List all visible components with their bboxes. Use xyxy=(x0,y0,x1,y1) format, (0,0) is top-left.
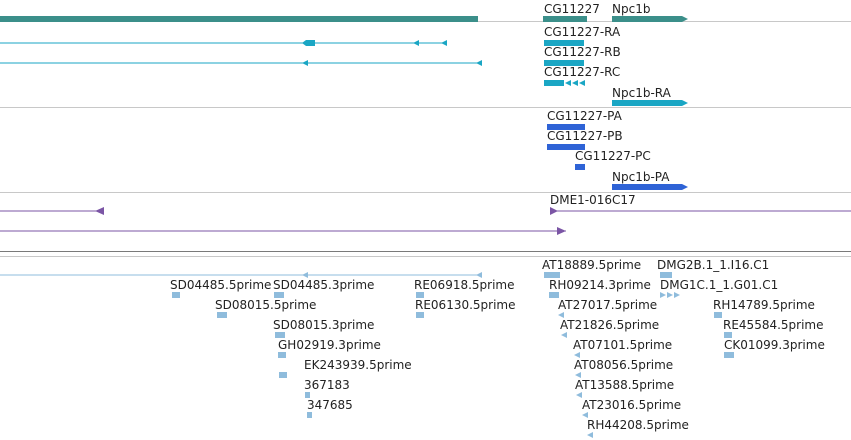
transcript-arrow xyxy=(572,80,578,86)
est-feature[interactable] xyxy=(307,412,312,418)
transcript-arrow xyxy=(302,40,306,46)
transcript-label-rb[interactable]: CG11227-RB xyxy=(544,45,621,59)
track-separator xyxy=(0,107,851,108)
est-feature[interactable] xyxy=(217,312,227,318)
est-label[interactable]: RE06130.5prime xyxy=(415,298,516,312)
protein-pc[interactable] xyxy=(575,164,585,170)
gene-bar-npc1b[interactable] xyxy=(612,16,682,22)
transcript-label-rc[interactable]: CG11227-RC xyxy=(544,65,621,79)
est-label[interactable]: 347685 xyxy=(307,398,353,412)
est-feature[interactable] xyxy=(587,432,593,438)
est-feature[interactable] xyxy=(576,392,582,398)
est-label[interactable]: SD08015.5prime xyxy=(215,298,317,312)
est-label[interactable]: RH14789.5prime xyxy=(713,298,815,312)
est-label[interactable]: 367183 xyxy=(304,378,350,392)
gene-bar-cg11227[interactable] xyxy=(543,16,587,22)
est-feature[interactable] xyxy=(278,352,286,358)
protein-label-pc[interactable]: CG11227-PC xyxy=(575,149,651,163)
protein-npc1b-pa[interactable] xyxy=(612,184,682,190)
est-feature[interactable] xyxy=(574,352,580,358)
clone-arrow xyxy=(95,207,104,215)
transcript-label-ra[interactable]: CG11227-RA xyxy=(544,25,621,39)
gene-label-cg11227[interactable]: CG11227 xyxy=(544,2,600,16)
transcript-arrow xyxy=(413,40,419,46)
transcript-label-npc1b-ra[interactable]: Npc1b-RA xyxy=(612,86,671,100)
est-label[interactable]: AT27017.5prime xyxy=(558,298,658,312)
clone-label[interactable]: DME1-016C17 xyxy=(550,193,636,207)
est-label[interactable]: AT13588.5prime xyxy=(575,378,675,392)
est-label[interactable]: SD08015.3prime xyxy=(273,318,375,332)
transcript-npc1b-ra[interactable] xyxy=(612,100,682,106)
est-feature[interactable] xyxy=(274,292,284,298)
est-feature[interactable] xyxy=(279,372,287,378)
track-separator xyxy=(0,251,851,252)
est-label[interactable]: SD04485.5prime xyxy=(170,278,272,292)
est-feature[interactable] xyxy=(416,312,424,318)
est-label[interactable]: CK01099.3prime xyxy=(724,338,825,352)
est-feature[interactable] xyxy=(667,292,673,298)
transcript-arrow xyxy=(565,80,571,86)
transcript-arrow xyxy=(476,60,482,66)
est-label[interactable]: RH09214.3prime xyxy=(549,278,651,292)
est-label[interactable]: RE45584.5prime xyxy=(723,318,824,332)
est-feature[interactable] xyxy=(561,332,567,338)
est-feature[interactable] xyxy=(558,312,564,318)
transcript-arrow xyxy=(682,100,688,106)
clone-arrow xyxy=(557,227,566,235)
protein-label-pb[interactable]: CG11227-PB xyxy=(547,129,623,143)
transcript-ra[interactable] xyxy=(544,40,584,46)
gene-label-npc1b[interactable]: Npc1b xyxy=(612,2,651,16)
est-feature[interactable] xyxy=(575,372,581,378)
est-feature[interactable] xyxy=(416,292,424,298)
protein-arrow xyxy=(682,184,688,190)
est-feature[interactable] xyxy=(305,392,310,398)
protein-pa[interactable] xyxy=(547,124,585,130)
est-arrow xyxy=(302,272,308,278)
est-feature[interactable] xyxy=(549,292,559,298)
est-feature[interactable] xyxy=(544,272,560,278)
est-feature[interactable] xyxy=(674,292,680,298)
est-feature[interactable] xyxy=(582,412,588,418)
est-feature[interactable] xyxy=(660,272,672,278)
protein-pb[interactable] xyxy=(547,144,585,150)
transcript-rb[interactable] xyxy=(544,60,584,66)
est-label[interactable]: GH02919.3prime xyxy=(278,338,381,352)
est-label[interactable]: EK243939.5prime xyxy=(304,358,412,372)
est-label[interactable]: AT08056.5prime xyxy=(574,358,674,372)
protein-label-npc1b-pa[interactable]: Npc1b-PA xyxy=(612,170,670,184)
est-label[interactable]: AT18889.5prime xyxy=(542,258,642,272)
est-feature[interactable] xyxy=(724,332,732,338)
est-feature[interactable] xyxy=(724,352,734,358)
transcript-arrow xyxy=(302,60,308,66)
transcript-arrow xyxy=(579,80,585,86)
est-label[interactable]: AT07101.5prime xyxy=(573,338,673,352)
est-label[interactable]: AT23016.5prime xyxy=(582,398,682,412)
transcript-arrow xyxy=(441,40,447,46)
est-label[interactable]: RH44208.5prime xyxy=(587,418,689,432)
transcript-rc[interactable] xyxy=(544,80,564,86)
track-separator xyxy=(0,192,851,193)
est-feature[interactable] xyxy=(714,312,722,318)
est-feature[interactable] xyxy=(660,292,666,298)
gene-bar-left[interactable] xyxy=(0,16,478,22)
track-separator xyxy=(0,256,851,257)
est-arrow xyxy=(476,272,482,278)
gene-arrow-npc1b xyxy=(682,16,688,22)
est-label[interactable]: SD04485.3prime xyxy=(273,278,375,292)
protein-label-pa[interactable]: CG11227-PA xyxy=(547,109,622,123)
est-label[interactable]: DMG1C.1_1.G01.C1 xyxy=(660,278,779,292)
clone-arrow xyxy=(550,207,558,215)
est-label[interactable]: AT21826.5prime xyxy=(560,318,660,332)
est-label[interactable]: DMG2B.1_1.I16.C1 xyxy=(657,258,770,272)
transcript-exon xyxy=(306,40,315,46)
est-feature[interactable] xyxy=(275,332,285,338)
est-label[interactable]: RE06918.5prime xyxy=(414,278,515,292)
est-feature[interactable] xyxy=(172,292,180,298)
